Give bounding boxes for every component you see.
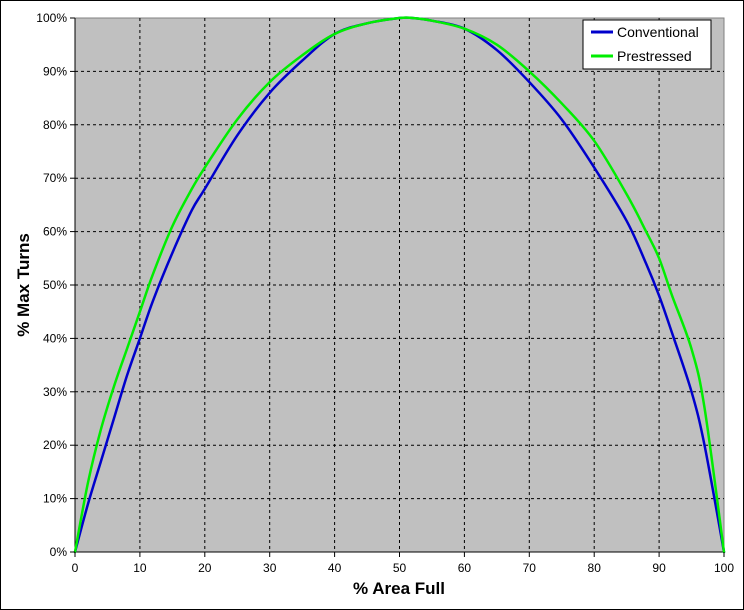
x-tick-label: 90 (652, 561, 666, 575)
y-tick-label: 100% (36, 11, 67, 25)
y-tick-label: 80% (43, 118, 67, 132)
x-tick-label: 30 (263, 561, 277, 575)
series-line-prestressed (73, 16, 726, 554)
legend: Conventional Prestressed (582, 19, 712, 70)
x-tick-label: 80 (588, 561, 602, 575)
series-lines (73, 16, 726, 554)
y-tick-label: 50% (43, 278, 67, 292)
legend-box (582, 19, 712, 70)
x-tick-label: 70 (523, 561, 537, 575)
y-tick-label: 10% (43, 492, 67, 506)
x-axis-ticks: 0 10 20 30 40 50 60 70 80 90 100 (72, 552, 734, 575)
y-tick-label: 60% (43, 225, 67, 239)
x-tick-label: 100 (714, 561, 734, 575)
gridlines (74, 18, 724, 553)
x-axis-title: % Area Full (353, 579, 445, 598)
y-tick-label: 0% (50, 545, 68, 559)
x-tick-label: 60 (458, 561, 472, 575)
x-tick-label: 50 (393, 561, 407, 575)
y-tick-label: 20% (43, 438, 67, 452)
y-tick-label: 70% (43, 171, 67, 185)
y-tick-label: 90% (43, 64, 67, 78)
y-axis-title: % Max Turns (14, 233, 33, 337)
x-tick-label: 40 (328, 561, 342, 575)
x-tick-label: 10 (133, 561, 147, 575)
y-axis-ticks: 0% 10% 20% 30% 40% 50% 60% 70% 80% 90% 100% (36, 11, 75, 559)
legend-label-conventional: Conventional (617, 24, 699, 40)
x-tick-label: 20 (198, 561, 212, 575)
x-tick-label: 0 (72, 561, 79, 575)
legend-label-prestressed: Prestressed (617, 48, 692, 64)
y-tick-label: 30% (43, 385, 67, 399)
y-tick-label: 40% (43, 331, 67, 345)
